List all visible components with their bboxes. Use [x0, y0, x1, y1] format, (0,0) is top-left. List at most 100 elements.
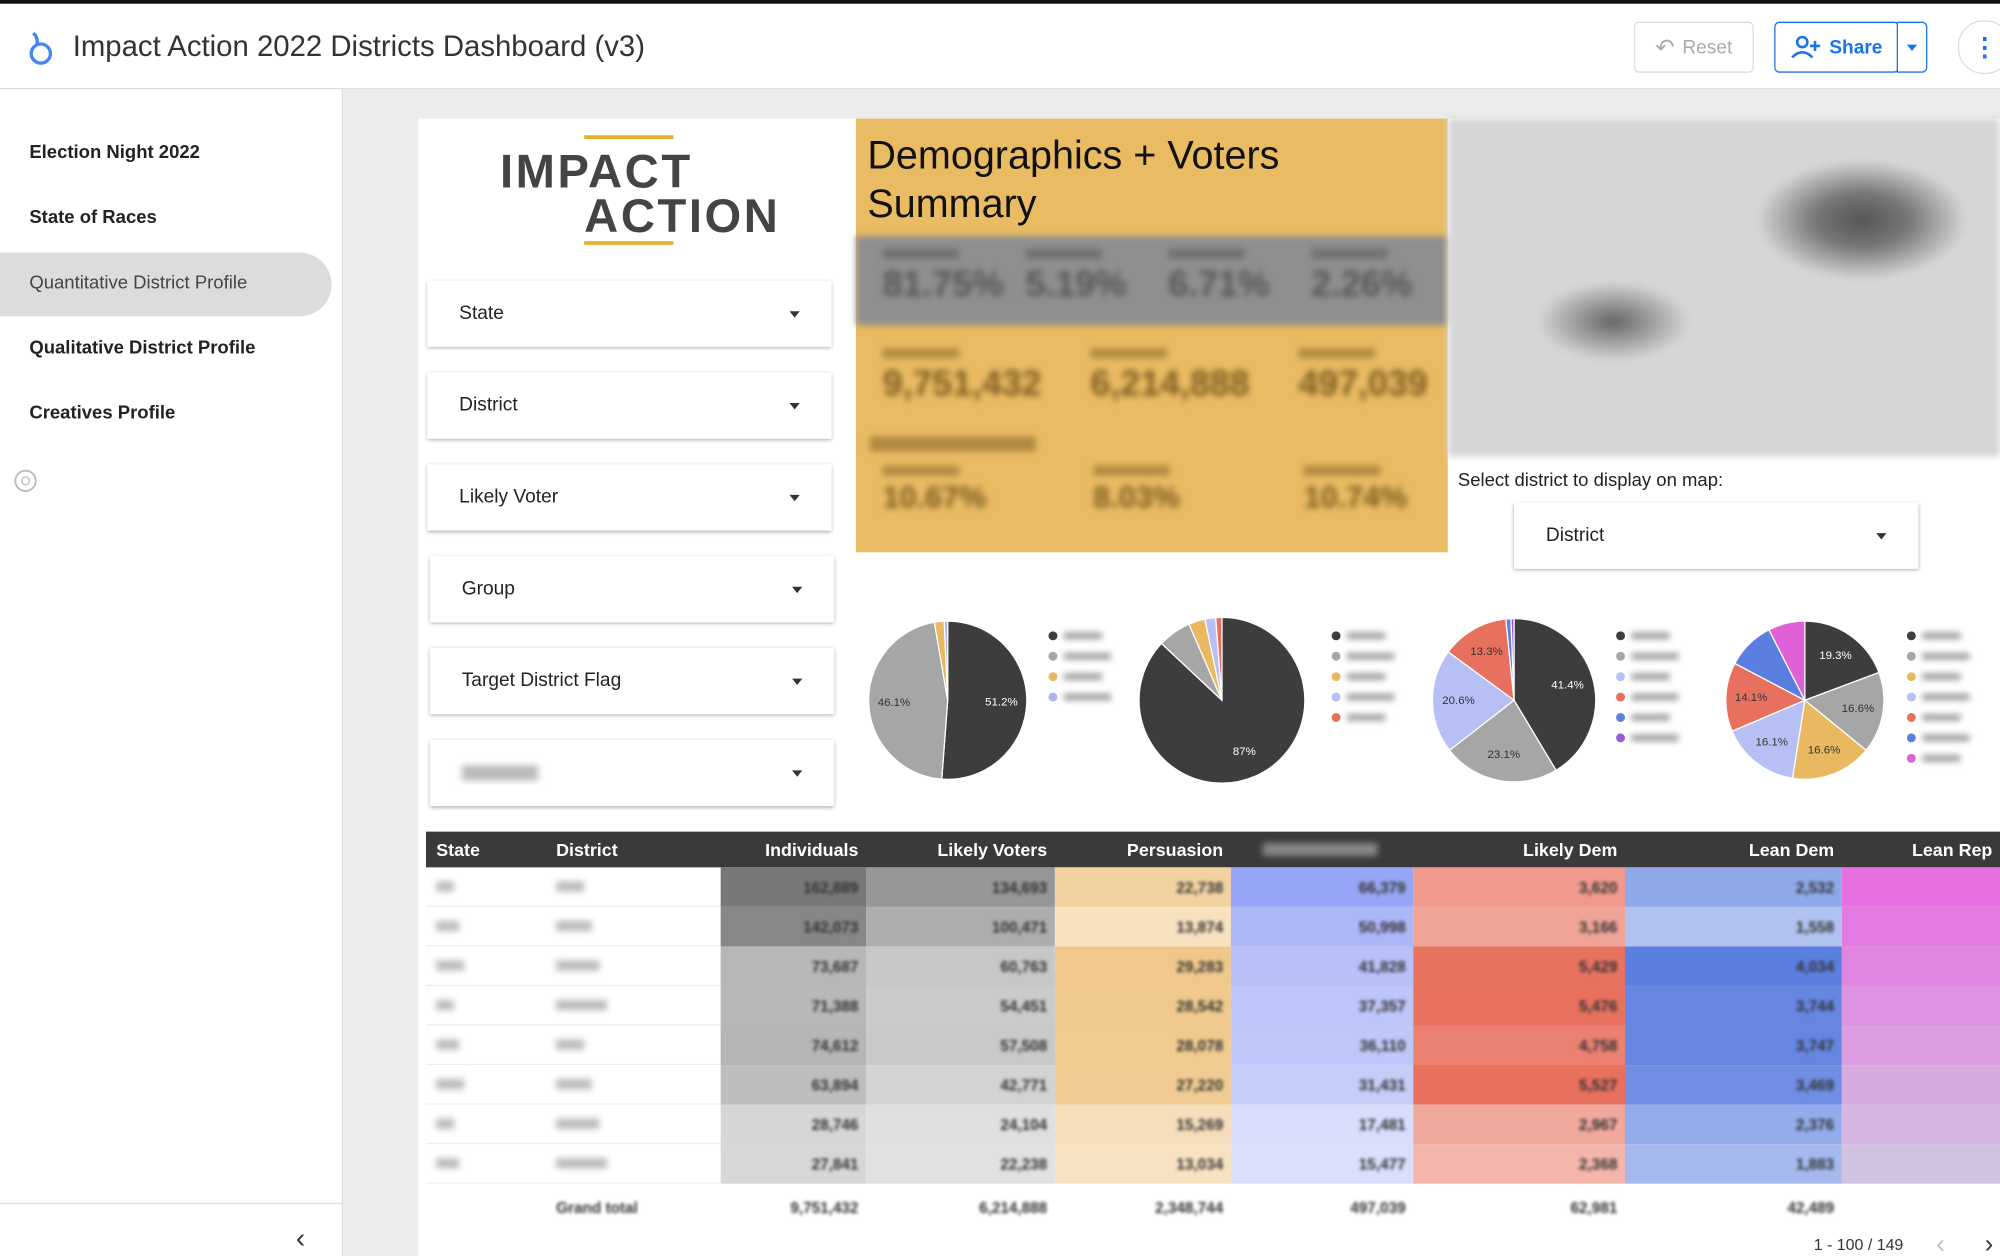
table-cell: [1624, 1104, 1842, 1145]
pie-slice[interactable]: [1725, 662, 1807, 733]
table-cell: [866, 946, 1055, 986]
cell-value: 5,429: [1579, 957, 1618, 976]
slice-label: 20.6%: [1442, 695, 1475, 707]
cell-value: 3,747: [1795, 1036, 1835, 1055]
pie-slice[interactable]: [941, 620, 1028, 780]
legend-text: [1631, 632, 1670, 640]
pie-slice[interactable]: [1447, 618, 1515, 702]
table-cell: [1624, 985, 1842, 1026]
map[interactable]: [1447, 118, 2000, 457]
reset-button[interactable]: ↶ Reset: [1633, 21, 1754, 73]
logo-rule: [584, 241, 674, 245]
pie-slice[interactable]: [1791, 699, 1867, 780]
filter[interactable]: Likely Voter: [427, 464, 832, 531]
summary-value: 5.19%: [1025, 264, 1127, 304]
table-cell: [1230, 946, 1414, 986]
share-dropdown[interactable]: [1896, 21, 1928, 73]
blurred-district: [556, 999, 608, 1011]
nav-item[interactable]: Qualitative District Profile: [29, 338, 256, 359]
filter[interactable]: Target District Flag: [429, 647, 835, 715]
nav-item[interactable]: State of Races: [29, 207, 157, 229]
blurred-district: [556, 920, 592, 932]
grand-total-value: 6,214,888: [979, 1198, 1048, 1217]
cell-value: 54,451: [1000, 997, 1048, 1016]
next-page[interactable]: ›: [1984, 1230, 1994, 1256]
filter[interactable]: Group: [429, 556, 835, 623]
table-cell: [720, 985, 867, 1026]
grand-total-value: 42,489: [1787, 1198, 1835, 1217]
summary-caption: [882, 465, 960, 476]
cell-value: 63,894: [811, 1076, 859, 1095]
cell-value: 28,078: [1176, 1036, 1224, 1055]
more-button[interactable]: ⋮: [1957, 20, 2000, 74]
pie-slice[interactable]: [1731, 699, 1806, 780]
cell-value: 31,431: [1358, 1076, 1406, 1095]
pie-slice[interactable]: [1448, 699, 1557, 783]
dropdown-arrow: [789, 311, 800, 318]
summary-value: 9,751,432: [882, 363, 1042, 404]
legend-text: [1346, 632, 1386, 640]
column-header[interactable]: Lean Dem: [1748, 839, 1835, 860]
table-cell: [720, 867, 867, 907]
pie-slice[interactable]: [1803, 671, 1885, 752]
table-cell: [1841, 985, 2000, 1026]
app-icon: [29, 31, 53, 65]
blurred-district: [556, 960, 600, 971]
map-district-filter[interactable]: District: [1514, 502, 1919, 569]
collapse-button[interactable]: ‹: [295, 1221, 306, 1254]
table-cell: [720, 946, 867, 986]
column-header[interactable]: Persuasion: [1126, 839, 1224, 860]
column-header[interactable]: Individuals: [765, 839, 859, 860]
row-line: [426, 1063, 721, 1066]
legend-dot: [1616, 733, 1625, 743]
share-button[interactable]: Share: [1774, 21, 1900, 73]
filter[interactable]: State: [427, 280, 832, 347]
column-header[interactable]: District: [556, 839, 618, 860]
pie-slice[interactable]: [867, 621, 949, 780]
pie-chart: 41.4% 23.1% 20.6% 13.3%: [1431, 617, 1597, 783]
legend-text: [1631, 673, 1670, 680]
map-prompt: Select district to display on map:: [1457, 470, 1724, 492]
top-border: [0, 0, 2000, 4]
filter[interactable]: District: [427, 372, 832, 439]
table-cell: [1413, 985, 1625, 1026]
summary-caption: [882, 348, 960, 359]
report-title: Impact Action 2022 Districts Dashboard (…: [72, 29, 646, 63]
legend-text: [1922, 734, 1970, 742]
cell-value: 2,368: [1579, 1155, 1618, 1174]
cell-value: 13,874: [1176, 918, 1224, 937]
pie-slice[interactable]: [1804, 620, 1880, 702]
row-line: [426, 1024, 721, 1026]
legend-dot: [1331, 651, 1341, 661]
nav-item[interactable]: Creatives Profile: [29, 403, 176, 424]
pie-slice[interactable]: [1768, 620, 1806, 701]
grand-total-label: Grand total: [556, 1198, 638, 1217]
table-cell: [1413, 1144, 1625, 1184]
grand-total-value: 497,039: [1350, 1198, 1406, 1217]
cell-value: 28,746: [811, 1116, 859, 1134]
column-header[interactable]: State: [436, 839, 480, 860]
cell-value: 27,841: [811, 1155, 859, 1174]
blurred-district: [556, 1079, 592, 1090]
table-cell: [720, 1104, 867, 1145]
nav-item[interactable]: Quantitative District Profile: [0, 252, 332, 317]
pie-slice[interactable]: [943, 620, 949, 701]
pie-slice[interactable]: [1215, 616, 1223, 701]
hidden-filter[interactable]: [429, 739, 835, 807]
legend-dot: [1048, 631, 1058, 641]
table-cell: [1624, 1065, 1842, 1105]
table-cell: [1054, 867, 1231, 907]
pie-slice[interactable]: [1513, 617, 1597, 772]
nav-item[interactable]: Election Night 2022: [29, 142, 200, 164]
pie-slice[interactable]: [1431, 650, 1516, 752]
column-header[interactable]: Likely Voters: [937, 839, 1048, 860]
column-header[interactable]: Likely Dem: [1523, 839, 1618, 860]
table-cell: [866, 906, 1055, 947]
slice-label: 51.2%: [985, 696, 1018, 708]
pie-slice[interactable]: [1510, 617, 1515, 701]
column-header[interactable]: Lean Rep: [1911, 839, 1993, 860]
legend-text: [1346, 693, 1395, 701]
prev-page[interactable]: ‹: [1936, 1230, 1945, 1256]
table-cell: [1841, 906, 2000, 947]
